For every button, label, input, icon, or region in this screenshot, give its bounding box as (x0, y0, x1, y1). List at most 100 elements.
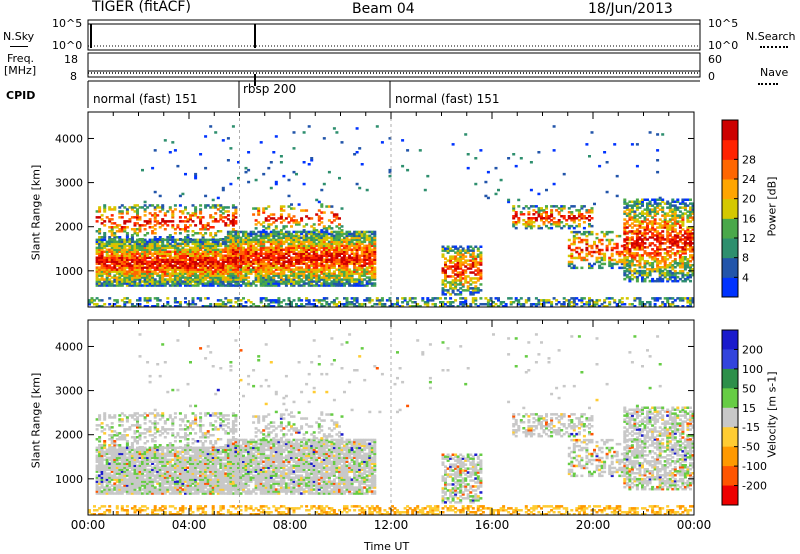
nsearch-label: N.Search (746, 30, 796, 43)
heatmap-cell (689, 210, 692, 213)
heatmap-cell (338, 232, 341, 236)
heatmap-cell (358, 232, 362, 236)
heatmap-cell (194, 284, 198, 287)
heatmap-cell (209, 305, 213, 308)
heatmap-cell (322, 232, 326, 236)
heatmap-cell (184, 228, 187, 231)
heatmap-cell (115, 301, 119, 304)
heatmap-cell (120, 260, 124, 263)
heatmap-cell (231, 214, 235, 217)
heatmap-cell (176, 284, 180, 287)
heatmap-cell (570, 297, 574, 300)
heatmap-cell (666, 206, 670, 209)
heatmap-cell (103, 210, 107, 213)
heatmap-cell (355, 305, 359, 308)
heatmap-cell (312, 280, 316, 283)
heatmap-cell (272, 262, 276, 265)
heatmap-cell (550, 219, 554, 222)
heatmap-cell (100, 250, 104, 253)
heatmap-cell (257, 274, 261, 277)
heatmap-cell (646, 224, 649, 227)
heatmap-cell (358, 258, 362, 261)
heatmap-cell (638, 260, 642, 263)
heatmap-cell (204, 248, 208, 251)
heatmap-cell (686, 220, 690, 223)
heatmap-cell (537, 211, 541, 214)
heatmap-cell (325, 238, 329, 242)
heatmap-cell (343, 256, 346, 259)
heatmap-cell (343, 264, 346, 267)
heatmap-cell (194, 270, 198, 273)
heatmap-cell (242, 258, 245, 261)
heatmap-cell (105, 276, 109, 279)
heatmap-cell (204, 226, 208, 229)
heatmap-cell (456, 251, 460, 254)
heatmap-cell (284, 246, 288, 250)
heatmap-cell (310, 278, 314, 281)
heatmap-cell (638, 258, 642, 261)
heatmap-cell (623, 269, 627, 273)
heatmap-cell (653, 214, 657, 217)
heatmap-cell (370, 238, 374, 242)
heatmap-cell (115, 224, 119, 227)
heatmap-cell (618, 258, 622, 262)
heatmap-cell (219, 268, 223, 271)
heatmap-cell (242, 274, 245, 277)
heatmap-cell (623, 262, 627, 265)
heatmap-cell (641, 200, 644, 203)
heatmap-cell (595, 244, 599, 248)
heatmap-cell (373, 270, 377, 273)
heatmap-cell (282, 299, 286, 302)
heatmap-cell (600, 230, 604, 234)
heatmap-cell (353, 264, 357, 267)
heatmap-cell (575, 250, 579, 254)
heatmap-cell (519, 211, 523, 214)
heatmap-cell (262, 240, 266, 244)
heatmap-cell (130, 274, 134, 277)
heatmap-cell (153, 218, 157, 221)
heatmap-cell (277, 252, 281, 255)
heatmap-cell (557, 219, 561, 222)
heatmap-cell (691, 271, 695, 275)
heatmap-cell (648, 230, 652, 233)
heatmap-cell (176, 246, 180, 250)
heatmap-cell (100, 248, 104, 251)
heatmap-cell (345, 274, 349, 277)
heatmap-cell (146, 282, 150, 285)
heatmap-cell (663, 252, 667, 255)
heatmap-cell (105, 260, 109, 263)
heatmap-cell (683, 273, 687, 277)
heatmap-cell (269, 230, 273, 234)
heatmap-cell (300, 266, 304, 269)
heatmap-cell (656, 246, 660, 249)
heatmap-cell (103, 282, 107, 285)
heatmap-cell (158, 222, 162, 225)
heatmap-cell (623, 206, 627, 209)
heatmap-cell (287, 266, 291, 269)
heatmap-cell (272, 229, 276, 232)
heatmap-cell (244, 250, 248, 253)
heatmap-cell (204, 262, 208, 265)
heatmap-cell (123, 268, 127, 271)
heatmap-cell (365, 284, 369, 287)
heatmap-cell (244, 276, 248, 279)
heatmap-cell (206, 244, 210, 248)
heatmap-cell (615, 234, 619, 238)
heatmap-cell (171, 210, 175, 213)
heatmap-cell (133, 282, 137, 285)
heatmap-cell (239, 303, 243, 306)
heatmap-cell (234, 230, 238, 234)
heatmap-cell (295, 236, 298, 240)
heatmap-cell (446, 245, 450, 248)
heatmap-cell (552, 221, 556, 224)
heatmap-cell (464, 259, 468, 262)
heatmap-cell (320, 240, 324, 244)
heatmap-cell (216, 272, 220, 275)
heatmap-cell (317, 232, 321, 236)
heatmap-cell (355, 248, 359, 251)
heatmap-cell (237, 270, 240, 273)
heatmap-cell (290, 238, 293, 242)
heatmap-cell (502, 305, 506, 308)
heatmap-cell (199, 244, 203, 248)
heatmap-cell (451, 279, 455, 282)
